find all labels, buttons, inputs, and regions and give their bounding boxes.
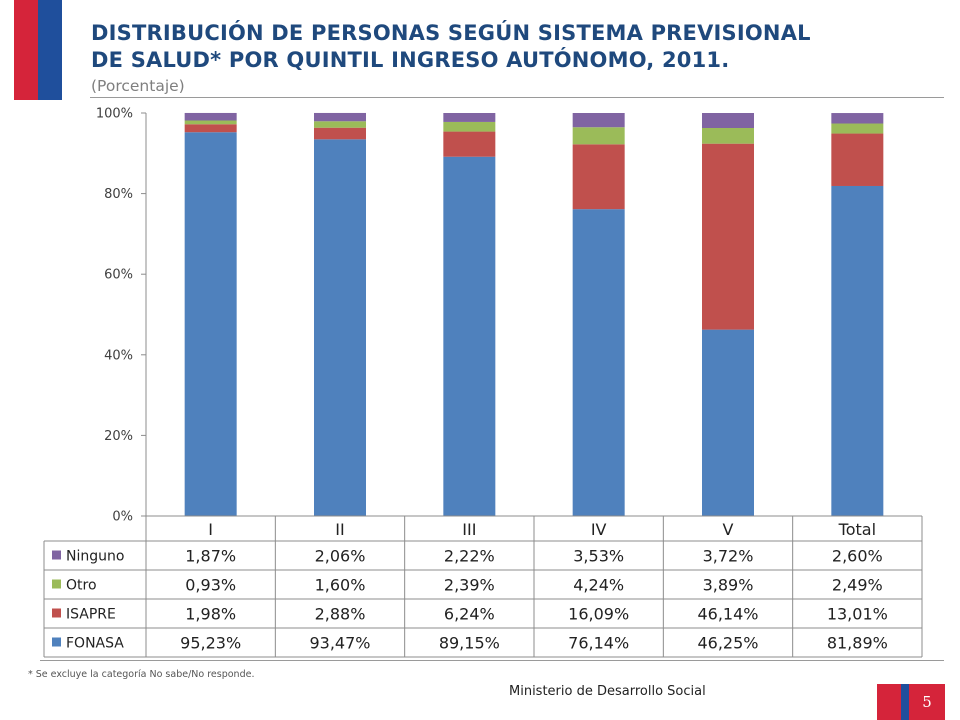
legend-label-ninguno: Ninguno [66, 549, 124, 565]
bar-fonasa-v [702, 329, 754, 516]
data-label: 2,06% [315, 547, 366, 566]
data-label: 1,60% [315, 576, 366, 595]
bar-ninguno-total [831, 113, 884, 124]
y-tick-label: 100% [96, 107, 133, 122]
legend-swatch-otro [52, 579, 61, 589]
bar-ninguno-iii [443, 113, 496, 122]
y-tick-label: 80% [104, 187, 133, 202]
footer-divider [40, 660, 944, 661]
page-title: DISTRIBUCIÓN DE PERSONAS SEGÚN SISTEMA P… [91, 20, 951, 74]
logo-blue-block [901, 684, 909, 720]
bar-ninguno-ii [314, 112, 366, 122]
category-label: III [462, 520, 476, 539]
title-line-1: DISTRIBUCIÓN DE PERSONAS SEGÚN SISTEMA P… [91, 21, 811, 45]
bar-otro-iv [572, 127, 625, 145]
y-tick-label: 0% [112, 510, 133, 525]
data-label: 89,15% [439, 634, 500, 653]
bar-ninguno-iv [572, 113, 625, 128]
category-label: IV [591, 520, 607, 539]
data-label: 3,89% [703, 576, 754, 595]
bar-otro-ii [314, 121, 366, 128]
data-label: 13,01% [827, 605, 888, 624]
data-label: 4,24% [573, 576, 624, 595]
logo-red-block [877, 684, 901, 720]
ministry-name: Ministerio de Desarrollo Social [509, 684, 706, 699]
legend-swatch-isapre [52, 608, 61, 618]
category-label: V [723, 520, 734, 539]
y-tick-label: 40% [104, 348, 133, 363]
bar-otro-iii [443, 121, 496, 132]
legend-label-otro: Otro [66, 578, 97, 594]
bar-fonasa-ii [314, 139, 366, 516]
bar-otro-total [831, 123, 884, 134]
page-subtitle: (Porcentaje) [91, 77, 185, 95]
data-label: 16,09% [568, 605, 629, 624]
bar-isapre-ii [314, 127, 366, 140]
data-label: 76,14% [568, 634, 629, 653]
data-label: 6,24% [444, 605, 495, 624]
bar-isapre-total [831, 133, 884, 186]
bar-otro-i [184, 120, 237, 125]
data-label: 81,89% [827, 634, 888, 653]
category-label: I [208, 520, 213, 539]
bar-ninguno-i [184, 112, 237, 121]
y-tick-label: 60% [104, 268, 133, 283]
data-label: 2,22% [444, 547, 495, 566]
page-number: 5 [909, 684, 945, 720]
data-label: 2,88% [315, 605, 366, 624]
data-label: 1,87% [185, 547, 236, 566]
data-label: 93,47% [309, 634, 370, 653]
legend-label-isapre: ISAPRE [66, 607, 116, 623]
data-label: 2,39% [444, 576, 495, 595]
data-label: 3,53% [573, 547, 624, 566]
data-label: 0,93% [185, 576, 236, 595]
flag-blue-stripe [38, 0, 62, 100]
bar-isapre-iv [572, 144, 625, 210]
data-label: 3,72% [703, 547, 754, 566]
y-tick-label: 20% [104, 429, 133, 444]
bar-isapre-i [184, 124, 237, 133]
data-label: 2,60% [832, 547, 883, 566]
bar-fonasa-i [184, 132, 237, 517]
title-line-2: DE SALUD* POR QUINTIL INGRESO AUTÓNOMO, … [91, 48, 730, 72]
data-label: 2,49% [832, 576, 883, 595]
legend-swatch-fonasa [52, 637, 61, 647]
flag-red-stripe [14, 0, 38, 100]
bar-fonasa-iii [443, 156, 496, 516]
category-label: Total [838, 520, 876, 539]
bar-ninguno-v [702, 113, 754, 128]
header-divider [90, 97, 944, 98]
data-label: 46,25% [697, 634, 758, 653]
bar-otro-v [702, 127, 754, 144]
bar-fonasa-total [831, 185, 884, 516]
legend-label-fonasa: FONASA [66, 636, 124, 652]
bar-isapre-v [702, 143, 754, 330]
data-label: 46,14% [697, 605, 758, 624]
bar-isapre-iii [443, 131, 496, 157]
data-label: 95,23% [180, 634, 241, 653]
footnote: * Se excluye la categoría No sabe/No res… [28, 669, 255, 680]
data-label: 1,98% [185, 605, 236, 624]
category-label: II [335, 520, 344, 539]
bar-fonasa-iv [572, 209, 625, 516]
legend-swatch-ninguno [52, 550, 61, 560]
